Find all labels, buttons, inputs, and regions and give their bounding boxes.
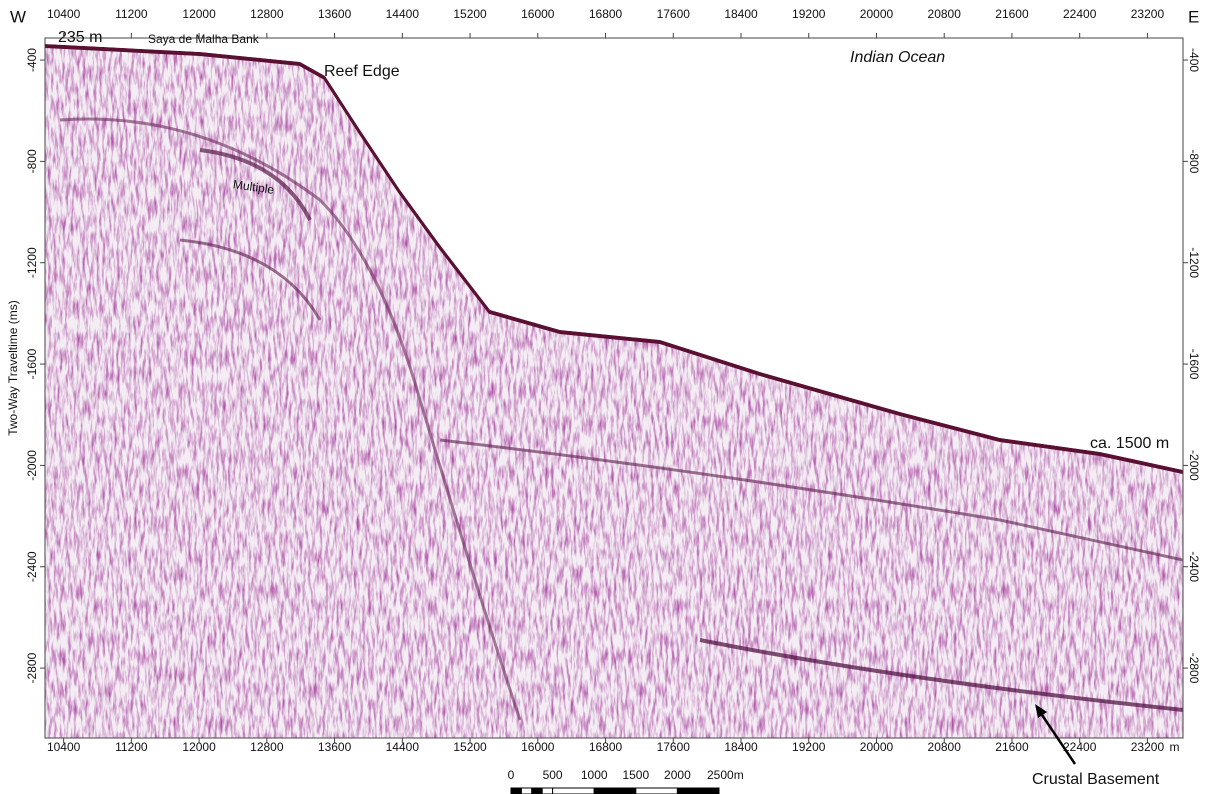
x-tick-label-top: 15200: [453, 7, 487, 21]
x-tick-label-top: 16000: [521, 7, 555, 21]
x-tick-label-bottom: 16800: [589, 740, 623, 754]
x-tick-label-bottom: 23200: [1131, 740, 1165, 754]
x-unit: m: [1169, 740, 1179, 754]
scale-segment: [677, 788, 719, 794]
x-tick-label-bottom: 10400: [47, 740, 81, 754]
scale-label: 2000: [664, 768, 691, 782]
x-tick-label-bottom: 14400: [386, 740, 420, 754]
scale-label: 1000: [581, 768, 608, 782]
x-tick-label-bottom: 13600: [318, 740, 352, 754]
x-tick-label-top: 13600: [318, 7, 352, 21]
shelf-depth: 235 m: [58, 29, 102, 46]
x-tick-label-top: 11200: [115, 7, 148, 21]
y-tick-label-left: -2000: [25, 450, 39, 481]
scale-segment: [532, 788, 542, 794]
x-tick-label-top: 16800: [589, 7, 623, 21]
y-tick-label-right: -800: [1187, 149, 1201, 173]
x-tick-label-bottom: 11200: [115, 740, 148, 754]
y-tick-label-right: -1600: [1187, 349, 1201, 380]
scale-segment: [594, 788, 636, 794]
x-tick-label-top: 12000: [182, 7, 216, 21]
basement-label: Crustal Basement: [1032, 771, 1160, 788]
x-tick-label-bottom: 18400: [724, 740, 758, 754]
y-tick-label-left: -800: [25, 149, 39, 173]
chart: W E 235 m Saya de Malha Bank Reef Edge I…: [0, 0, 1208, 794]
y-tick-label-right: -2000: [1187, 450, 1201, 481]
y-tick-label-left: -2400: [25, 551, 39, 582]
scale-label: 2500m: [707, 768, 744, 782]
ocean-label: Indian Ocean: [850, 49, 945, 66]
x-tick-label-bottom: 15200: [453, 740, 487, 754]
scale-label: 1500: [622, 768, 649, 782]
seismic-image: [45, 38, 1183, 738]
x-tick-label-bottom: 20000: [860, 740, 894, 754]
y-tick-label-right: -2400: [1187, 551, 1201, 582]
y-axis-title: Two-Way Traveltime (ms): [6, 300, 20, 436]
y-tick-label-right: -2800: [1187, 653, 1201, 684]
x-tick-label-top: 14400: [386, 7, 420, 21]
y-tick-label-left: -400: [25, 48, 39, 72]
x-tick-label-bottom: 22400: [1063, 740, 1097, 754]
y-tick-label-left: -2800: [25, 652, 39, 683]
y-tick-label-right: -400: [1187, 48, 1201, 72]
x-tick-label-bottom: 16000: [521, 740, 555, 754]
x-tick-label-bottom: 20800: [928, 740, 962, 754]
x-tick-label-top: 21600: [995, 7, 1029, 21]
x-tick-label-bottom: 17600: [657, 740, 691, 754]
scale-label: 0: [508, 768, 515, 782]
x-tick-label-top: 18400: [724, 7, 758, 21]
east-label: E: [1188, 7, 1199, 26]
west-label: W: [10, 7, 26, 26]
x-tick-label-bottom: 21600: [995, 740, 1029, 754]
scale-segment: [542, 788, 552, 794]
scale-segment: [521, 788, 531, 794]
x-tick-label-top: 23200: [1131, 7, 1165, 21]
scale-segment: [511, 788, 521, 794]
x-tick-label-bottom: 12000: [182, 740, 216, 754]
x-tick-label-top: 22400: [1063, 7, 1097, 21]
x-tick-label-bottom: 12800: [250, 740, 284, 754]
deep-depth: ca. 1500 m: [1090, 435, 1169, 452]
reef-label: Reef Edge: [324, 63, 400, 80]
page: {"chart_data": {"type": "seismic", "xlim…: [0, 0, 1208, 794]
y-tick-label-right: -1200: [1187, 247, 1201, 278]
scale-label: 500: [543, 768, 563, 782]
x-tick-label-top: 17600: [657, 7, 691, 21]
scale-segment: [636, 788, 678, 794]
y-tick-label-left: -1200: [25, 247, 39, 278]
scale-segment: [553, 788, 595, 794]
x-tick-label-top: 20800: [928, 7, 962, 21]
x-tick-label-bottom: 19200: [792, 740, 826, 754]
y-tick-label-left: -1600: [25, 348, 39, 379]
x-tick-label-top: 19200: [792, 7, 826, 21]
x-tick-label-top: 10400: [47, 7, 81, 21]
x-tick-label-top: 12800: [250, 7, 284, 21]
x-tick-label-top: 20000: [860, 7, 894, 21]
bank-label: Saya de Malha Bank: [148, 32, 260, 46]
